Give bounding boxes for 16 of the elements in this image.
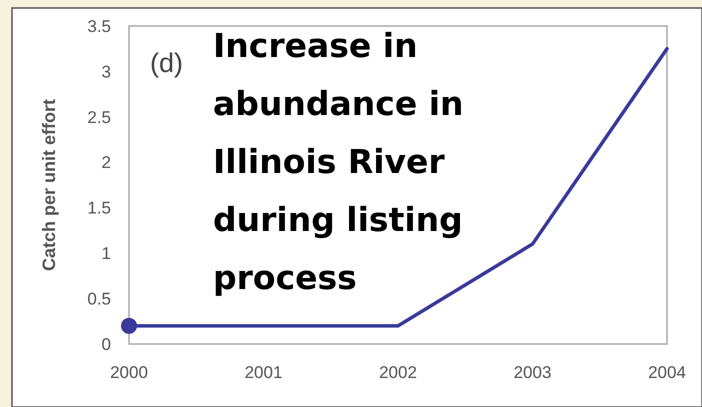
y-tick-label: 3 <box>102 62 111 82</box>
annotation: Increase in abundance in Illinois River during listing process <box>213 26 464 297</box>
x-tick-label: 2004 <box>648 363 686 382</box>
x-tick-label: 2001 <box>244 363 282 382</box>
x-tick-label: 2002 <box>379 363 417 382</box>
y-tick-label: 2 <box>102 153 111 172</box>
y-tick-label: 1.5 <box>87 198 111 218</box>
y-tick-label: 2.5 <box>87 108 111 127</box>
x-tick-label: 2003 <box>514 363 552 382</box>
y-tick-label: 0.5 <box>87 290 111 309</box>
y-tick-label: 0 <box>102 334 111 354</box>
y-tick-label: 1 <box>102 244 111 264</box>
annotation: (d) <box>150 48 183 78</box>
y-tick-label: 3.5 <box>87 16 111 36</box>
y-axis-title: Catch per unit effort <box>39 98 59 272</box>
x-tick-label: 2000 <box>110 363 148 382</box>
